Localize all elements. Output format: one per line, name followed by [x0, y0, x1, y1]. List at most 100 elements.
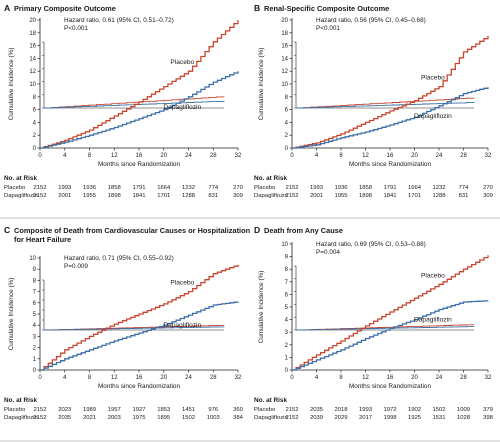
risk-cell: 1957 [108, 407, 121, 413]
y-tick-label: 18 [29, 31, 36, 37]
risk-cell: 2003 [108, 415, 122, 421]
x-tick-label: 20 [411, 153, 418, 159]
risk-cell: 1975 [132, 415, 146, 421]
y-axis-label: Cumulative Incidence (%) [8, 278, 15, 351]
inset-placebo-line [44, 96, 225, 109]
y-tick-label: 6 [33, 301, 37, 307]
panel-b: B Renal-Specific Composite Outcome0246810… [254, 3, 494, 199]
x-axis-label: Months since Randomization [98, 383, 181, 390]
x-tick-label: 28 [210, 153, 217, 159]
y-tick-label: 16 [281, 44, 288, 50]
stat-text: Hazard ratio, 0.56 (95% CI, 0.45–0.68) [316, 17, 426, 24]
stat-text: P<0.001 [64, 25, 88, 32]
risk-cell: 1993 [310, 185, 324, 191]
inset-dapagliflozin-line [44, 100, 225, 109]
y-axis-label: Cumulative Incidence (%) [258, 48, 265, 121]
y-tick-label: 7 [285, 280, 289, 286]
risk-cell: 1925 [408, 415, 422, 421]
y-tick-label: 4 [33, 323, 37, 329]
risk-row-label: Placebo [4, 407, 26, 413]
y-tick-label: 4 [285, 318, 289, 324]
y-tick-label: 1 [33, 357, 37, 363]
x-tick-label: 4 [63, 375, 67, 381]
placebo-curve [40, 264, 239, 371]
risk-cell: 2152 [33, 407, 46, 413]
risk-cell: 2001 [58, 193, 71, 199]
risk-cell: 309 [233, 193, 243, 199]
x-tick-label: 0 [38, 375, 42, 381]
risk-cell: 2152 [285, 407, 298, 413]
y-tick-label: 16 [29, 44, 36, 50]
x-axis-label: Months since Randomization [98, 161, 181, 168]
dapagliflozin-curve [292, 300, 489, 371]
risk-cell: 270 [233, 185, 244, 191]
x-tick-label: 8 [88, 375, 92, 381]
risk-cell: 1898 [359, 193, 373, 199]
y-tick-label: 8 [285, 267, 289, 273]
x-tick-label: 20 [411, 375, 418, 381]
risk-cell: 1009 [457, 407, 470, 413]
x-tick-label: 28 [210, 375, 217, 381]
risk-cell: 1232 [182, 185, 195, 191]
y-tick-label: 0 [285, 146, 289, 152]
y-tick-label: 3 [285, 330, 289, 336]
risk-cell: 831 [459, 193, 469, 199]
risk-row-label: Dapagliflozin [254, 193, 288, 199]
panel-title: Primary Composite Outcome [14, 4, 116, 13]
x-tick-label: 32 [235, 153, 242, 159]
y-tick-label: 8 [285, 95, 289, 101]
placebo-curve [292, 36, 489, 149]
risk-cell: 1989 [83, 407, 96, 413]
risk-cell: 1858 [108, 185, 122, 191]
risk-cell: 1993 [359, 407, 373, 413]
risk-cell: 2152 [33, 415, 46, 421]
y-tick-label: 12 [29, 69, 36, 75]
risk-cell: 1701 [408, 193, 421, 199]
x-tick-label: 4 [315, 153, 319, 159]
risk-cell: 270 [483, 185, 494, 191]
risk-cell: 2018 [334, 407, 348, 413]
inset-placebo-line [296, 97, 475, 109]
placebo-curve [40, 20, 239, 149]
risk-cell: 1701 [157, 193, 170, 199]
risk-cell: 1927 [132, 407, 145, 413]
y-tick-label: 14 [281, 56, 288, 62]
x-tick-label: 8 [88, 153, 92, 159]
risk-cell: 1853 [157, 407, 171, 413]
risk-cell: 1955 [83, 193, 97, 199]
y-tick-label: 3 [33, 334, 37, 340]
risk-cell: 1288 [432, 193, 446, 199]
risk-header: No. at Risk [254, 397, 287, 404]
dapagliflozin-label: Dapagliflozin [163, 104, 201, 111]
stat-text: P=0.004 [316, 249, 340, 256]
x-tick-label: 28 [460, 375, 467, 381]
risk-cell: 2017 [359, 415, 372, 421]
y-tick-label: 0 [285, 368, 289, 374]
risk-cell: 1791 [383, 185, 396, 191]
inset-plot [42, 279, 225, 331]
risk-header: No. at Risk [254, 175, 287, 182]
risk-row-label: Dapagliflozin [4, 193, 38, 199]
dapagliflozin-curve [40, 71, 239, 149]
x-tick-label: 12 [111, 153, 118, 159]
dapagliflozin-curve [292, 87, 489, 149]
risk-cell: 1841 [383, 193, 396, 199]
risk-cell: 2152 [285, 185, 298, 191]
risk-cell: 2023 [58, 407, 72, 413]
risk-cell: 1232 [432, 185, 445, 191]
x-tick-label: 0 [38, 153, 42, 159]
risk-cell: 1898 [108, 193, 122, 199]
risk-cell: 2152 [33, 185, 46, 191]
x-tick-label: 12 [362, 375, 369, 381]
risk-cell: 2039 [310, 415, 323, 421]
y-tick-label: 9 [285, 255, 289, 261]
x-tick-label: 16 [387, 375, 394, 381]
x-tick-label: 32 [485, 375, 492, 381]
inset-plot [294, 265, 475, 331]
risk-cell: 1531 [432, 415, 445, 421]
x-tick-label: 0 [290, 153, 294, 159]
risk-row-label: Placebo [4, 185, 26, 191]
risk-cell: 2021 [83, 415, 96, 421]
